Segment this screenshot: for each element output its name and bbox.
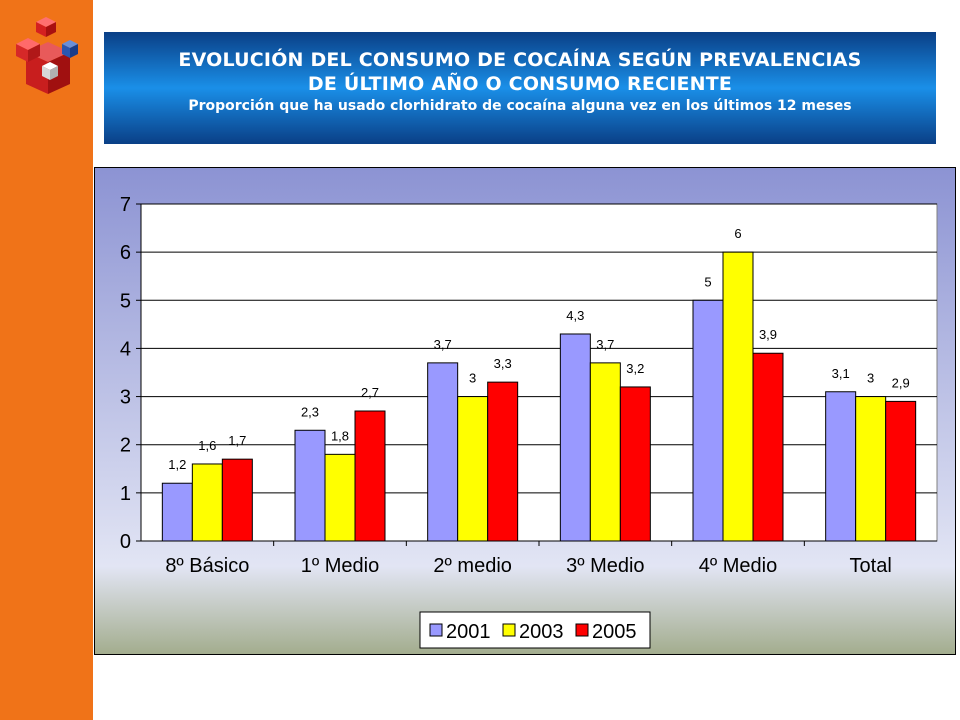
subtitle: Proporción que ha usado clorhidrato de c… (188, 98, 852, 114)
y-tick-label: 1 (120, 483, 131, 505)
x-tick-label: 1º Medio (301, 555, 379, 577)
legend-label-2005: 2005 (592, 621, 637, 643)
y-tick-label: 7 (120, 194, 131, 216)
data-label: 1,8 (331, 428, 349, 443)
data-label: 3,3 (494, 356, 512, 371)
bar-2003-1 (324, 453, 356, 542)
bar-chart: 0 1 2 3 4 5 6 7 1,2 1,6 1,7 8º Básico 2,3 1,8 2,7 1º Me… (95, 168, 955, 654)
bar-2005-4 (752, 352, 784, 542)
data-label: 3,7 (596, 337, 614, 352)
data-label: 4,3 (566, 308, 584, 323)
chart-area: 0 1 2 3 4 5 6 7 1,2 1,6 1,7 8º Básico 2,3 1,8 2,7 1º Me… (94, 167, 956, 655)
y-tick-label: 4 (120, 338, 131, 360)
x-tick-label: Total (850, 555, 892, 577)
y-tick-label: 6 (120, 242, 131, 264)
legend-swatch-2003 (502, 623, 516, 637)
bar-2003-5 (855, 396, 887, 542)
bar-2001-5 (825, 391, 857, 542)
data-label: 3 (469, 371, 476, 386)
bar-2005-5 (885, 400, 917, 542)
logo-cubes-icon (16, 17, 78, 94)
data-label: 1,7 (228, 433, 246, 448)
x-tick-label: 3º Medio (566, 555, 644, 577)
data-label: 2,3 (301, 404, 319, 419)
title-line-1: EVOLUCIÓN DEL CONSUMO DE COCAÍNA SEGÚN P… (178, 49, 862, 71)
data-label: 3 (867, 371, 874, 386)
y-tick-label: 2 (120, 435, 131, 457)
bar-2001-2 (427, 362, 459, 542)
legend-label-2003: 2003 (519, 621, 564, 643)
data-label: 3,9 (759, 327, 777, 342)
bar-2005-2 (487, 381, 519, 542)
legend (419, 611, 651, 649)
bar-2003-2 (457, 396, 489, 542)
legend-swatch-2001 (429, 623, 443, 637)
bar-2003-0 (191, 463, 223, 542)
data-label: 6 (734, 226, 741, 241)
data-label: 2,9 (892, 375, 910, 390)
data-label: 3,2 (626, 361, 644, 376)
data-label: 3,7 (434, 337, 452, 352)
bar-2001-4 (692, 299, 724, 542)
y-tick-label: 0 (120, 531, 131, 553)
y-tick-label: 3 (120, 387, 131, 409)
y-tick-label: 5 (120, 290, 131, 312)
bar-2001-3 (559, 333, 591, 542)
bar-2001-0 (161, 482, 193, 542)
x-tick-label: 4º Medio (699, 555, 777, 577)
bar-2005-1 (354, 410, 386, 542)
bar-2003-3 (589, 362, 621, 542)
data-label: 5 (704, 274, 711, 289)
data-label: 3,1 (832, 366, 850, 381)
legend-swatch-2005 (575, 623, 589, 637)
data-label: 1,6 (198, 438, 216, 453)
data-label: 2,7 (361, 385, 379, 400)
side-bar (0, 0, 93, 720)
title-line-2: DE ÚLTIMO AÑO O CONSUMO RECIENTE (307, 73, 733, 95)
bar-2005-0 (221, 458, 253, 542)
x-tick-label: 8º Básico (165, 555, 249, 577)
bar-2003-4 (722, 251, 754, 542)
x-tick-label: 2º medio (433, 555, 511, 577)
bar-2005-3 (619, 386, 651, 542)
data-label: 1,2 (168, 457, 186, 472)
plot-area (140, 203, 938, 542)
title-banner: EVOLUCIÓN DEL CONSUMO DE COCAÍNA SEGÚN P… (104, 32, 936, 144)
legend-label-2001: 2001 (446, 621, 491, 643)
bar-2001-1 (294, 429, 326, 542)
